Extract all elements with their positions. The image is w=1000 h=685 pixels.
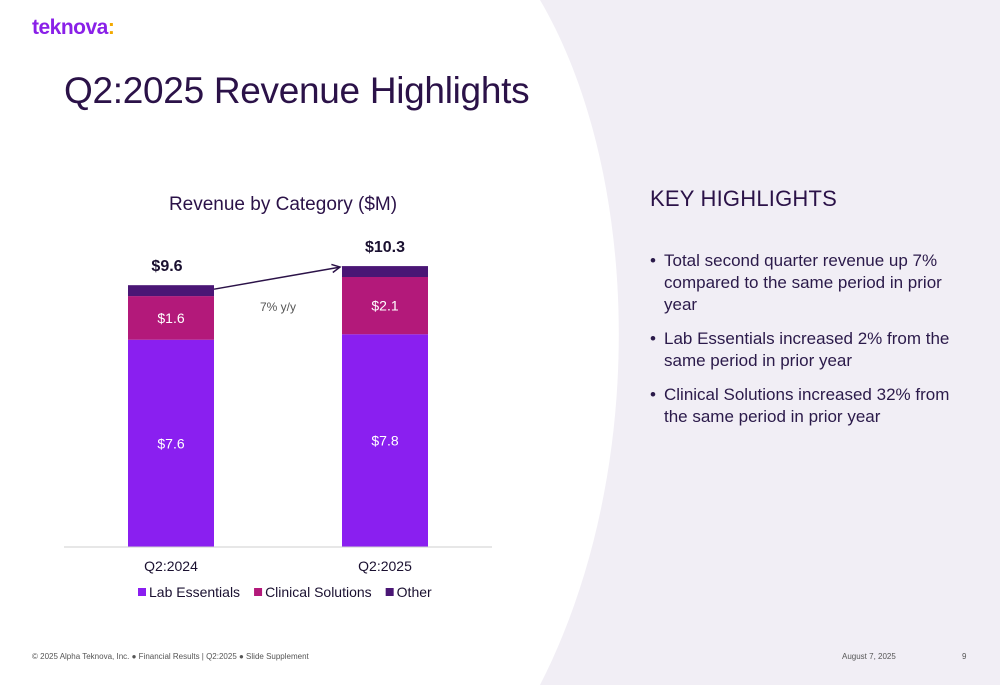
legend-swatch: [138, 588, 146, 596]
legend-swatch: [254, 588, 263, 596]
legend-entry: Other: [397, 584, 432, 600]
page-number: 9: [962, 652, 967, 661]
key-highlights-panel: KEY HIGHLIGHTS Total second quarter reve…: [650, 186, 970, 440]
bar-other-1: [342, 266, 428, 277]
revenue-chart: Revenue by Category ($M) $7.6$1.6$9.6$7.…: [64, 194, 492, 600]
bar-other-0: [128, 285, 214, 297]
x-ticks: Q2:2024 Q2:2025: [144, 558, 412, 574]
highlights-heading: KEY HIGHLIGHTS: [650, 186, 837, 211]
footer-text: © 2025 Alpha Teknova, Inc. ● Financial R…: [32, 652, 309, 661]
highlight-item: Clinical Solutions increased 32% from th…: [650, 384, 970, 428]
growth-annotation: 7% y/y: [260, 300, 296, 314]
brand-mark: :: [107, 16, 115, 39]
growth-arrow-head: [331, 263, 342, 274]
total-label: $10.3: [365, 239, 405, 256]
segment-label: $2.1: [371, 298, 398, 314]
segment-label: $7.8: [371, 433, 398, 449]
brand-name: teknova: [32, 16, 108, 39]
bars-group: [128, 266, 428, 547]
bar-lab-essentials-0: [128, 339, 214, 547]
bar-lab-essentials-1: [342, 334, 428, 547]
segment-label: $7.6: [157, 435, 184, 451]
growth-arrow-line: [213, 266, 341, 290]
highlight-item: Lab Essentials increased 2% from the sam…: [650, 328, 970, 372]
bar-clinical-solutions-0: [128, 296, 214, 340]
bar-clinical-solutions-1: [342, 277, 428, 335]
legend-entry: Clinical Solutions: [265, 584, 372, 600]
labels-group: $7.6 $1.6 $9.6 $7.8 $2.1 $10.3: [151, 239, 405, 451]
slide-title: Q2:2025 Revenue Highlights: [64, 70, 530, 111]
legend: Lab Essentials Clinical Solutions Other: [138, 584, 432, 600]
x-tick-label: Q2:2024: [144, 558, 198, 574]
x-tick-label: Q2:2025: [358, 558, 412, 574]
teknova-logo: teknova:: [32, 16, 115, 40]
legend-swatch: [385, 588, 394, 596]
chart-title: Revenue by Category ($M): [169, 194, 397, 215]
total-label: $9.6: [151, 258, 182, 275]
highlight-item: Total second quarter revenue up 7% compa…: [650, 250, 970, 316]
segment-label: $1.6: [157, 310, 184, 326]
legend-entry: Lab Essentials: [149, 584, 240, 600]
growth-arrow: 7% y/y: [213, 263, 342, 314]
footer-date: August 7, 2025: [842, 652, 896, 661]
highlights-list: Total second quarter revenue up 7% compa…: [650, 250, 970, 428]
